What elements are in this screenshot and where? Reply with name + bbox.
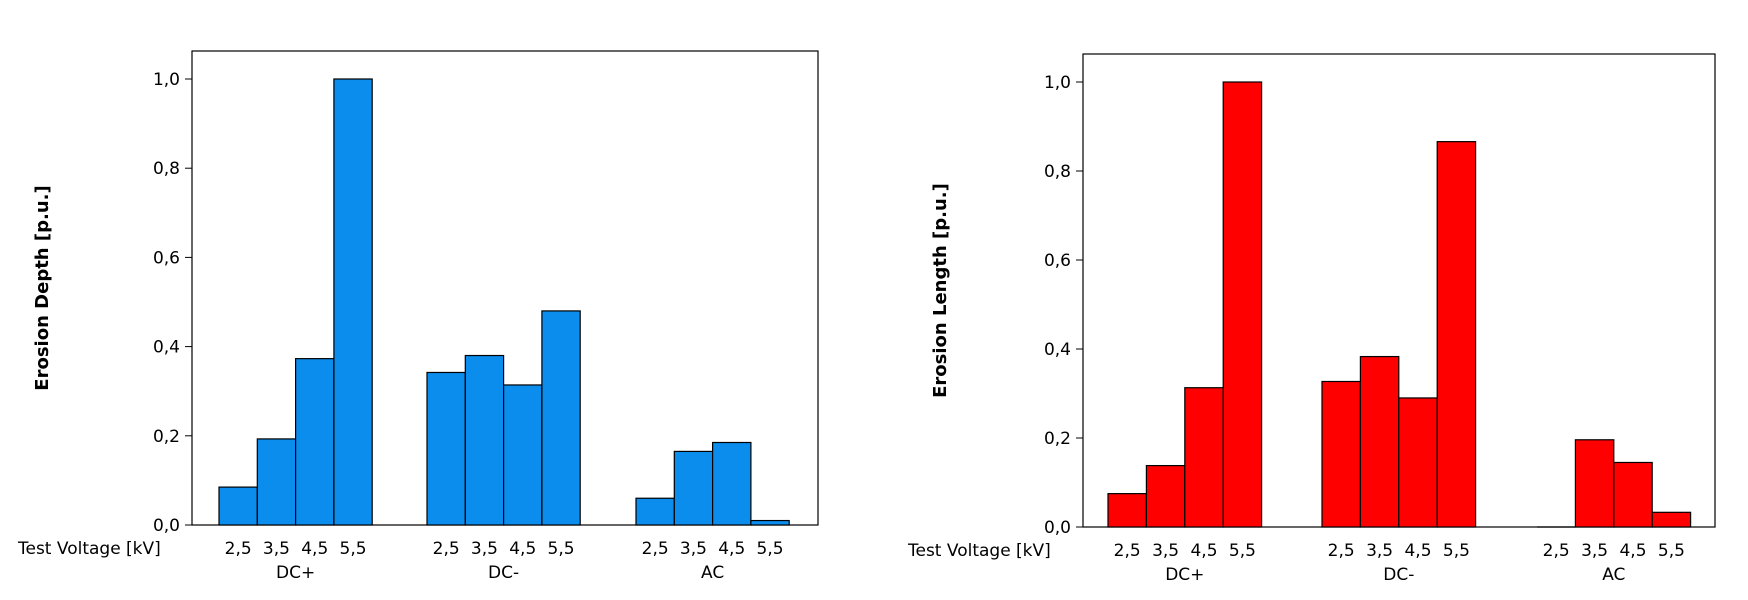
chart-2-xtick-label: 4,5 [1404, 541, 1431, 561]
chart-1-bar [218, 486, 258, 526]
chart-1-bar [635, 497, 675, 526]
chart-1-bar [256, 438, 297, 526]
chart-1-xtick-label: 5,5 [548, 539, 575, 559]
chart-2-xtick-label: 2,5 [1328, 541, 1355, 561]
chart-2-xtick-label: 5,5 [1229, 541, 1256, 561]
chart-1-ytick-label: 0,2 [153, 427, 180, 447]
chart-2-ylabel: Erosion Length [p.u.] [930, 183, 951, 398]
chart-2-bar [1222, 81, 1263, 528]
chart-1-xtick-label: 3,5 [471, 539, 498, 559]
chart-1-xtick-label: 2,5 [433, 539, 460, 559]
chart-2-ytick-label: 0,6 [1044, 251, 1071, 271]
chart-2-xtick-label: 4,5 [1190, 541, 1217, 561]
chart-2-ytick-label: 0,4 [1044, 340, 1071, 360]
chart-1-ytick-label: 0,6 [153, 248, 180, 268]
chart-2-group-label: AC [1602, 565, 1625, 585]
chart-1-ytick-label: 0,8 [153, 159, 180, 179]
chart-2-bar [1359, 355, 1400, 528]
chart-2-xtick-label: 2,5 [1114, 541, 1141, 561]
chart-2-xtick-label: 3,5 [1581, 541, 1608, 561]
chart-1-ytick-label: 1,0 [153, 70, 180, 90]
chart-1-xlabel: Test Voltage [kV] [17, 539, 161, 559]
chart-2-ytick-label: 0,0 [1044, 518, 1071, 538]
chart-2-ytick-label: 1,0 [1044, 73, 1071, 93]
chart-2-ytick-label: 0,2 [1044, 429, 1071, 449]
chart-2-xtick-label: 5,5 [1658, 541, 1685, 561]
chart-1-bar [711, 441, 752, 526]
chart-1-group-label: DC- [488, 563, 519, 583]
chart-1-xtick-label: 3,5 [263, 539, 290, 559]
chart-1-bar [295, 358, 335, 526]
chart-2-bar [1613, 461, 1653, 528]
chart-1-bar [464, 354, 505, 526]
chart-1-group-label: DC+ [276, 563, 315, 583]
chart-1-xtick-label: 5,5 [757, 539, 784, 559]
chart-1-xtick-label: 2,5 [642, 539, 669, 559]
chart-2-xtick-label: 4,5 [1619, 541, 1646, 561]
chart-2-group-label: DC- [1383, 565, 1414, 585]
chart-2-bar [1651, 511, 1692, 528]
chart-1-bar [503, 384, 543, 526]
chart-2-bar [1398, 397, 1438, 528]
chart-2-ytick-label: 0,8 [1044, 162, 1071, 182]
chart-2-group-label: DC+ [1165, 565, 1204, 585]
chart-2-bar [1574, 439, 1615, 528]
chart-2-bar [1145, 464, 1186, 528]
chart-2-xtick-label: 3,5 [1366, 541, 1393, 561]
chart-2-bar [1321, 380, 1362, 528]
chart-2-bar [1107, 493, 1148, 528]
chart-1-ytick-label: 0,0 [153, 516, 180, 536]
chart-1-xtick-label: 3,5 [680, 539, 707, 559]
chart-1-bar [333, 78, 373, 526]
chart-1-ytick-label: 0,4 [153, 338, 180, 358]
chart-1-xtick-label: 2,5 [225, 539, 252, 559]
chart-1-bar [673, 450, 714, 526]
chart-1-xtick-label: 4,5 [301, 539, 328, 559]
chart-1-ylabel: Erosion Depth [p.u.] [32, 185, 53, 390]
chart-1-xtick-label: 5,5 [340, 539, 367, 559]
chart-2-xtick-label: 3,5 [1152, 541, 1179, 561]
chart-2-xtick-label: 2,5 [1543, 541, 1570, 561]
chart-1-group-label: AC [701, 563, 724, 583]
chart-2-bar [1436, 141, 1477, 528]
chart-1-bar [750, 519, 790, 526]
chart-2-bar [1184, 387, 1224, 528]
chart-2-xtick-label: 5,5 [1443, 541, 1470, 561]
chart-2-xlabel: Test Voltage [kV] [907, 541, 1051, 561]
chart-1-xtick-label: 4,5 [718, 539, 745, 559]
chart-1-xtick-label: 4,5 [509, 539, 536, 559]
chart-1-bar [426, 371, 466, 526]
chart-1-bar [541, 310, 581, 526]
